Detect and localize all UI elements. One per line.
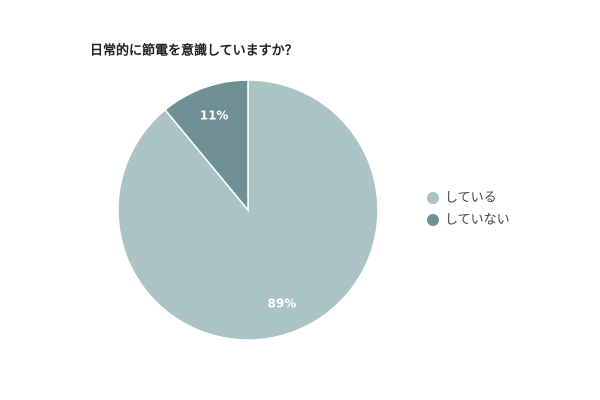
legend-label: している [445, 191, 497, 206]
data-label: 11% [200, 108, 229, 122]
chart-title: 日常的に節電を意識していますか？ [90, 43, 298, 59]
legend-label: していない [445, 213, 510, 228]
legend-marker [427, 192, 439, 204]
legend-marker [427, 214, 439, 226]
data-label: 89% [268, 297, 297, 311]
pie-slice [164, 79, 249, 213]
